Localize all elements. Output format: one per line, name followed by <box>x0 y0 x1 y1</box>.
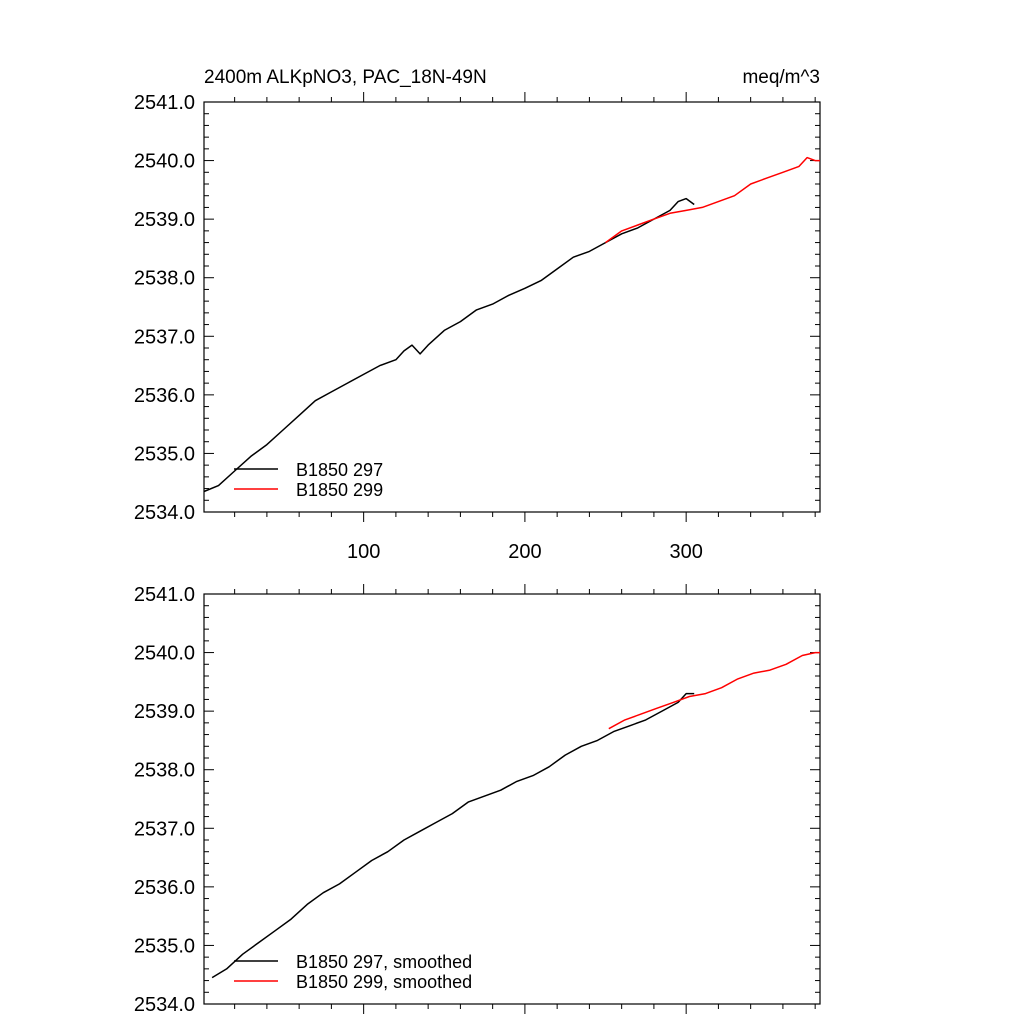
series-line-0 <box>211 692 695 979</box>
x-tick-label: 300 <box>669 541 702 563</box>
y-tick-label: 2540.0 <box>134 643 195 665</box>
y-tick-label: 2534.0 <box>134 994 195 1016</box>
x-tick-label: 100 <box>347 541 380 563</box>
y-tick-label: 2536.0 <box>134 385 195 407</box>
panel-title: 2400m ALKpNO3, PAC_18N-49N <box>204 67 487 88</box>
plot-frame <box>203 101 821 513</box>
y-tick-label: 2538.0 <box>134 268 195 290</box>
y-tick-label: 2539.0 <box>134 209 195 231</box>
y-tick-label: 2540.0 <box>134 151 195 173</box>
y-tick-label: 2535.0 <box>134 935 195 957</box>
series-line-0 <box>203 197 695 493</box>
x-tick-label: 200 <box>508 541 541 563</box>
y-tick-label: 2535.0 <box>134 443 195 465</box>
bottom-panel: 2534.0 2535.0 2536.0 2537.0 2538.0 2539.0 2540… <box>134 584 821 1016</box>
y-tick-label: 2536.0 <box>134 877 195 899</box>
y-tick-label: 2537.0 <box>134 818 195 840</box>
y-tick-label: 2539.0 <box>134 701 195 723</box>
top-panel: 2400m ALKpNO3, PAC_18N-49N meq/m^3 2534.… <box>134 67 821 563</box>
plot-frame <box>203 593 821 1005</box>
legend-label: B1850 299 <box>296 480 383 500</box>
legend-label: B1850 297 <box>296 460 383 480</box>
legend-label: B1850 299, smoothed <box>296 972 472 992</box>
y-tick-label: 2537.0 <box>134 326 195 348</box>
legend-label: B1850 297, smoothed <box>296 952 472 972</box>
y-tick-label: 2541.0 <box>134 92 195 114</box>
units-label: meq/m^3 <box>742 67 820 88</box>
y-tick-label: 2538.0 <box>134 760 195 782</box>
y-tick-label: 2534.0 <box>134 502 195 524</box>
y-tick-label: 2541.0 <box>134 584 195 606</box>
series-line-1 <box>608 651 820 730</box>
series-line-1 <box>605 156 820 244</box>
